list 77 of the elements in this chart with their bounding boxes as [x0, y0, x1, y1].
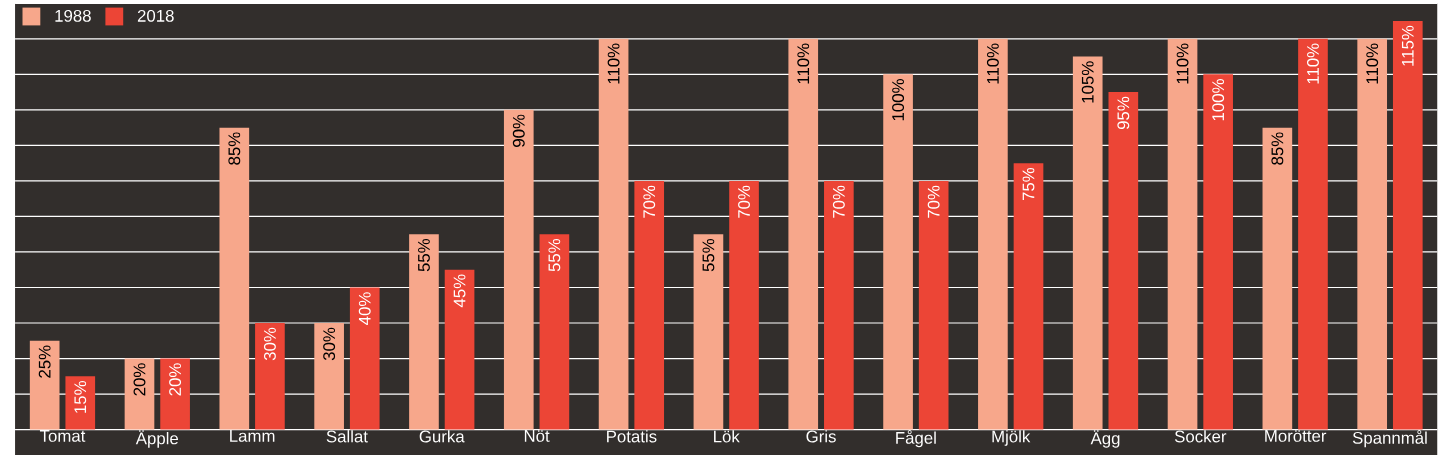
data-label: 110%	[1307, 43, 1319, 84]
data-label: 40%	[358, 292, 371, 325]
data-label: 110%	[1176, 43, 1189, 84]
bar	[1262, 127, 1293, 430]
x-tick-label: Socker	[1174, 429, 1227, 443]
bar	[634, 180, 665, 430]
data-label: 85%	[228, 132, 241, 165]
x-tick-label: Äpple	[135, 429, 179, 448]
x-tick-label: Ägg	[1090, 429, 1120, 448]
data-label: 30%	[323, 327, 336, 361]
bar	[1167, 38, 1198, 430]
data-label: 110%	[797, 43, 810, 84]
bar	[1357, 38, 1388, 430]
x-tick-label: Morötter	[1265, 429, 1327, 442]
bar	[349, 287, 380, 430]
bar	[788, 38, 819, 430]
data-label: 115%	[1401, 25, 1414, 66]
bar	[824, 180, 854, 430]
data-label: 55%	[418, 238, 430, 272]
bar	[1392, 20, 1423, 430]
data-label: 110%	[986, 43, 999, 84]
bar	[539, 234, 570, 430]
x-tick-label: Sallat	[326, 429, 368, 443]
x-tick-label: Fågel	[896, 429, 936, 448]
data-label: 55%	[548, 238, 561, 272]
bar	[693, 234, 724, 430]
data-label: 70%	[643, 185, 656, 218]
bar	[65, 376, 96, 430]
bar	[29, 340, 60, 430]
bar	[729, 180, 759, 430]
data-label: 20%	[133, 363, 146, 396]
data-label: 110%	[607, 43, 620, 84]
bar	[124, 358, 155, 430]
data-label: 15%	[74, 380, 87, 413]
data-label: 95%	[1117, 96, 1130, 129]
x-tick-label: Lamm	[230, 429, 275, 442]
bar	[314, 322, 344, 430]
data-label: 90%	[512, 114, 525, 147]
bar	[1203, 74, 1233, 430]
x-tick-label: Nöt	[524, 429, 550, 442]
data-label: 30%	[263, 327, 276, 361]
bar	[1108, 91, 1139, 430]
bar	[1072, 56, 1103, 430]
data-label: 25%	[38, 345, 51, 378]
data-label: 70%	[738, 185, 750, 218]
legend-label: 1988	[55, 9, 91, 22]
bar	[503, 109, 534, 430]
data-label: 100%	[1212, 78, 1225, 121]
data-label: 100%	[892, 78, 905, 121]
x-tick-label: Spannmål	[1352, 429, 1427, 448]
x-tick-label: Mjölk	[992, 429, 1031, 446]
data-label: 110%	[1366, 43, 1379, 84]
bar	[219, 127, 250, 430]
data-label: 70%	[927, 185, 940, 218]
x-tick-label: Potatis	[607, 429, 657, 443]
data-label: 45%	[453, 274, 466, 307]
bar	[1298, 38, 1328, 430]
data-label: 70%	[832, 185, 845, 218]
bar	[409, 234, 439, 430]
legend-label: 2018	[137, 9, 174, 22]
data-label: 75%	[1022, 167, 1035, 200]
x-tick-label: Lök	[714, 429, 740, 443]
bar	[598, 38, 629, 430]
bar	[1013, 163, 1044, 430]
bar	[160, 358, 190, 430]
data-label: 55%	[702, 238, 715, 272]
bar	[918, 180, 949, 430]
bar	[883, 74, 913, 430]
bar	[978, 38, 1008, 430]
x-tick-label: Tomat	[39, 429, 86, 442]
bar	[444, 269, 475, 430]
data-label: 20%	[169, 363, 182, 396]
x-tick-label: Gris	[806, 429, 836, 443]
bar	[255, 322, 285, 430]
data-label: 85%	[1271, 132, 1284, 165]
x-tick-label: Gurka	[419, 429, 465, 443]
data-label: 105%	[1081, 61, 1094, 103]
